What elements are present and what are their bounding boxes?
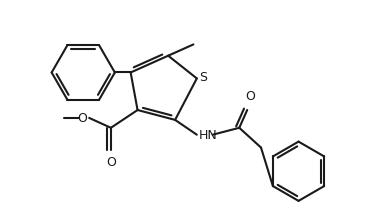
Text: HN: HN bbox=[199, 129, 218, 142]
Text: O: O bbox=[245, 90, 255, 103]
Text: S: S bbox=[199, 71, 207, 84]
Text: O: O bbox=[106, 156, 116, 169]
Text: O: O bbox=[77, 112, 87, 125]
